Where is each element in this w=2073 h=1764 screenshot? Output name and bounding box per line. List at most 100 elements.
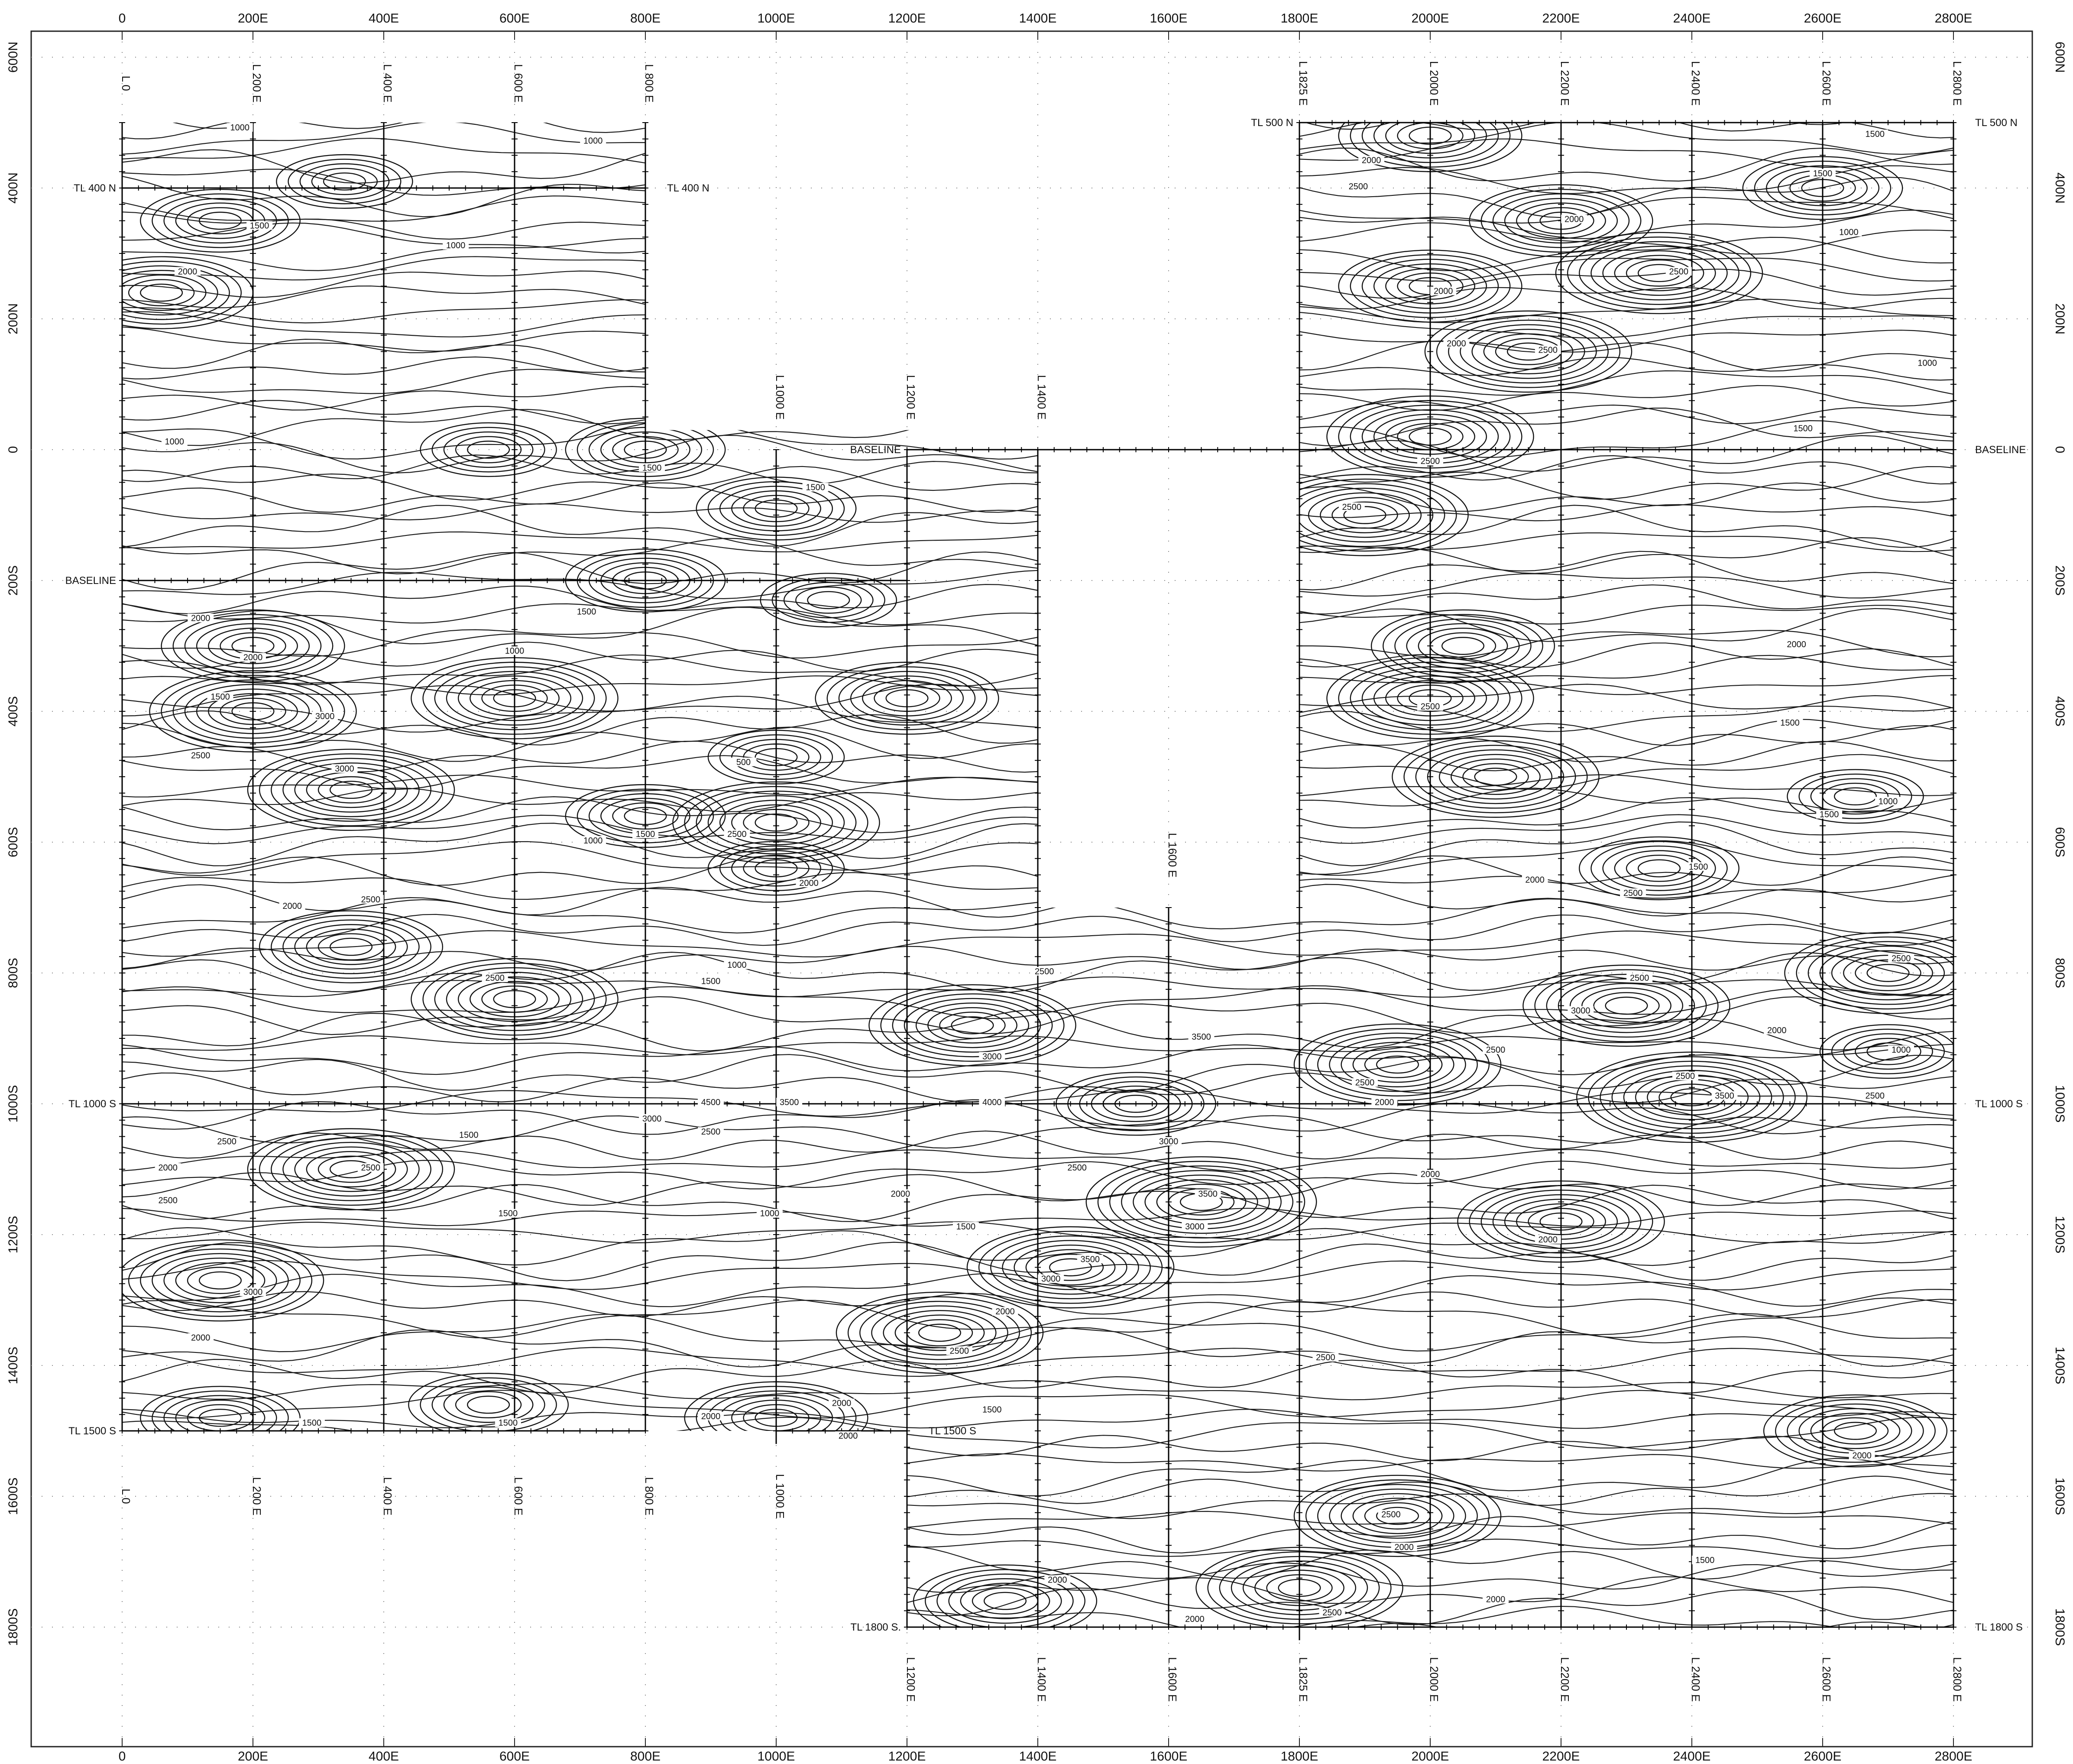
anomaly-ring [1331,501,1398,529]
x-axis-label-top: 800E [630,11,661,26]
anomaly-ring [271,914,431,979]
anomaly-ring [1831,1028,1945,1074]
anomaly-ring [198,1408,242,1427]
anomaly-ring [1546,973,1707,1038]
anomaly-ring [1590,841,1728,896]
x-axis-label-bottom: 1000E [758,1749,795,1764]
contour-value-label: 1500 [701,977,721,986]
contour-value-label: 1000 [1892,1045,1911,1055]
survey-line-label-bottom: L 2800 E [1951,1657,1964,1702]
anomaly-ring [311,168,378,195]
contour-label-bg [573,607,600,616]
contour-value-label: 3500 [1192,1032,1211,1042]
survey-line-label-bottom: L 800 E [643,1477,656,1516]
y-axis-label-left: 400N [6,172,20,204]
contour-label-bg [1790,424,1816,433]
anomaly-20 [1293,1023,1502,1106]
contour-value-label: 500 [736,758,751,767]
anomaly-ring [951,1016,994,1034]
anomaly-ring [1448,319,1609,384]
contour-label-bg [796,879,822,888]
anomaly-ring [847,1296,1032,1369]
contour-value-label: 3000 [1185,1222,1205,1232]
anomaly-ring [1097,1161,1305,1243]
anomaly-ring [1474,768,1517,786]
anomaly-ring [939,1012,1006,1039]
y-axis-label-left: 400S [6,696,20,726]
y-axis-label-left: 1000S [6,1085,20,1123]
contour-label-bg [155,1163,181,1172]
anomaly-ring [1605,996,1648,1015]
x-axis-label-bottom: 600E [499,1749,530,1764]
x-axis-label-bottom: 1600E [1150,1749,1188,1764]
anomaly-ring [868,984,1076,1067]
survey-line-label-top: L 0 [120,76,133,91]
x-axis-label-bottom: 2400E [1673,1749,1711,1764]
survey-line-label-bottom: L 400 E [381,1477,394,1516]
y-axis-label-left: 1200S [6,1216,20,1254]
anomaly-ring [1085,1156,1317,1248]
y-axis-label-left: 1800S [6,1608,20,1646]
contour-label-bg [1816,810,1843,819]
y-axis-label-right: 600S [2053,827,2067,857]
contour-value-label: 2500 [1349,182,1368,191]
anomaly-26 [247,1128,455,1210]
anomaly-ring [771,577,885,623]
anomaly-ring [1843,955,1933,991]
x-axis-label-top: 2000E [1412,11,1449,26]
contour-value-label: 2500 [1669,267,1689,276]
anomaly-ring [128,279,195,306]
anomaly-ring [152,193,289,248]
y-axis-label-right: 200N [2053,303,2067,334]
contour-value-label: 2000 [1447,339,1466,348]
contour-label-bg [802,483,829,492]
contour-value-label: 2000 [1362,156,1381,165]
contour-value-label: 1500 [642,463,662,473]
contour-value-label: 1000 [165,437,185,447]
contour-value-label: 2000 [1767,1026,1787,1035]
contour-value-label: 2000 [891,1189,910,1199]
anomaly-36 [913,1564,1098,1627]
y-axis-label-right: 1000S [2053,1085,2067,1123]
anomaly-ring [152,1253,289,1308]
anomaly-ring [163,198,277,244]
anomaly-ring [282,919,420,974]
tie-line-label-left: TL 1500 S [68,1425,116,1437]
anomaly-ring [1796,936,1953,1010]
anomaly-ring [1451,759,1541,795]
contour-value-label: 3000 [243,1287,263,1297]
anomaly-ring [1305,1028,1490,1101]
anomaly-29 [122,1239,324,1322]
contour-label-bg [240,653,266,662]
y-axis-label-left: 200S [6,565,20,596]
anomaly-21 [1522,964,1730,1047]
x-axis-label-top: 2200E [1542,11,1580,26]
anomaly-ring [1049,1258,1092,1277]
contour-label-bg [246,221,273,230]
anomaly-ring [1438,754,1553,800]
anomaly-ring [807,591,850,610]
contour-label-bg [1561,214,1587,224]
anomaly-ring [1156,1184,1247,1220]
contour-label-bg [887,1189,913,1198]
survey-lines: L 0 L 0 L 200 E L 200 E L 400 E L 400 E L 600 … [119,61,1964,1702]
anomaly-ring [271,758,431,822]
anomaly-ring [1807,941,1953,1005]
contour-value-label: 2500 [1342,503,1362,512]
contour-value-label: 2000 [243,653,263,662]
contour-value-label: 2000 [1434,287,1453,296]
contour-value-label: 1500 [1820,810,1839,820]
contour-label-bg [161,437,188,446]
contour-value-label: 2000 [191,1333,211,1343]
contour-label-bg [188,613,214,623]
anomaly-ring [1376,1507,1419,1525]
anomaly-ring [122,274,207,311]
contour-value-label: 3500 [1081,1255,1100,1264]
anomaly-ring [1415,745,1576,809]
contour-label-bg [724,960,750,969]
contour-value-label: 2000 [1421,1170,1440,1179]
contour-label-bg [495,1209,521,1218]
survey-line-label-bottom: L 2200 E [1558,1657,1571,1702]
survey-line-label-bottom: L 1600 E [1166,1657,1179,1702]
